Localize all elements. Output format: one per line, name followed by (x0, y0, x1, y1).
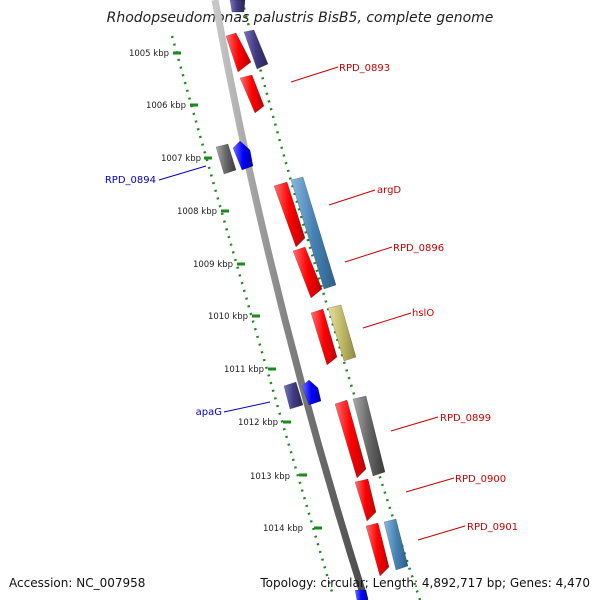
tick-label: 1005 kbp (129, 49, 169, 59)
gene-block[interactable] (292, 246, 323, 299)
genome-backbone (211, 0, 369, 600)
tick-label: 1011 kbp (224, 365, 264, 375)
gene-label-apag[interactable]: apaG (196, 407, 222, 418)
gene-block[interactable] (310, 308, 338, 366)
tick-label: 1007 kbp (161, 154, 201, 164)
tick-label: 1009 kbp (193, 260, 233, 270)
ruler-ticks (173, 51, 322, 530)
forward-features (225, 0, 409, 600)
gene-block[interactable] (301, 379, 322, 406)
tick-label: 1010 kbp (208, 312, 248, 322)
tick-label: 1013 kbp (250, 472, 290, 482)
gene-block[interactable] (365, 522, 390, 577)
leader-lines (158, 66, 466, 541)
accession-text: Accession: NC_007958 (9, 576, 145, 590)
gene-block[interactable] (215, 143, 237, 175)
gene-block[interactable] (243, 29, 269, 70)
gene-block[interactable] (290, 176, 337, 290)
gene-label-rpd-0893[interactable]: RPD_0893 (339, 63, 390, 74)
tick-label: 1014 kbp (263, 524, 303, 534)
gene-block[interactable] (239, 74, 265, 114)
gene-block[interactable] (327, 304, 357, 362)
tick-label: 1012 kbp (238, 418, 278, 428)
gene-block[interactable] (354, 478, 377, 522)
gene-label-rpd-0896[interactable]: RPD_0896 (393, 243, 444, 254)
gene-block[interactable] (283, 381, 304, 410)
gene-block[interactable] (229, 0, 246, 13)
gene-block[interactable] (352, 395, 386, 477)
gene-label-argd[interactable]: argD (377, 185, 401, 196)
gene-label-hslo[interactable]: hslO (412, 308, 434, 319)
ruler-line (170, 35, 334, 593)
reverse-features (215, 140, 322, 410)
gene-label-rpd-0894[interactable]: RPD_0894 (105, 175, 156, 186)
gene-block[interactable] (225, 32, 252, 73)
gene-block[interactable] (354, 589, 369, 600)
gene-block[interactable] (232, 140, 254, 171)
tick-label: 1008 kbp (177, 207, 217, 217)
gene-block[interactable] (334, 399, 367, 479)
gene-label-rpd-0899[interactable]: RPD_0899 (440, 413, 491, 424)
genome-title: Rhodopseudomonas palustris BisB5, comple… (107, 10, 494, 26)
tick-label: 1006 kbp (146, 101, 186, 111)
topology-text: Topology: circular; Length: 4,892,717 bp… (259, 576, 590, 590)
forward-strand-boundary (240, 0, 422, 600)
gene-label-rpd-0901[interactable]: RPD_0901 (467, 522, 518, 533)
gene-block[interactable] (273, 181, 306, 248)
gene-block[interactable] (383, 518, 409, 571)
gene-label-rpd-0900[interactable]: RPD_0900 (455, 474, 506, 485)
